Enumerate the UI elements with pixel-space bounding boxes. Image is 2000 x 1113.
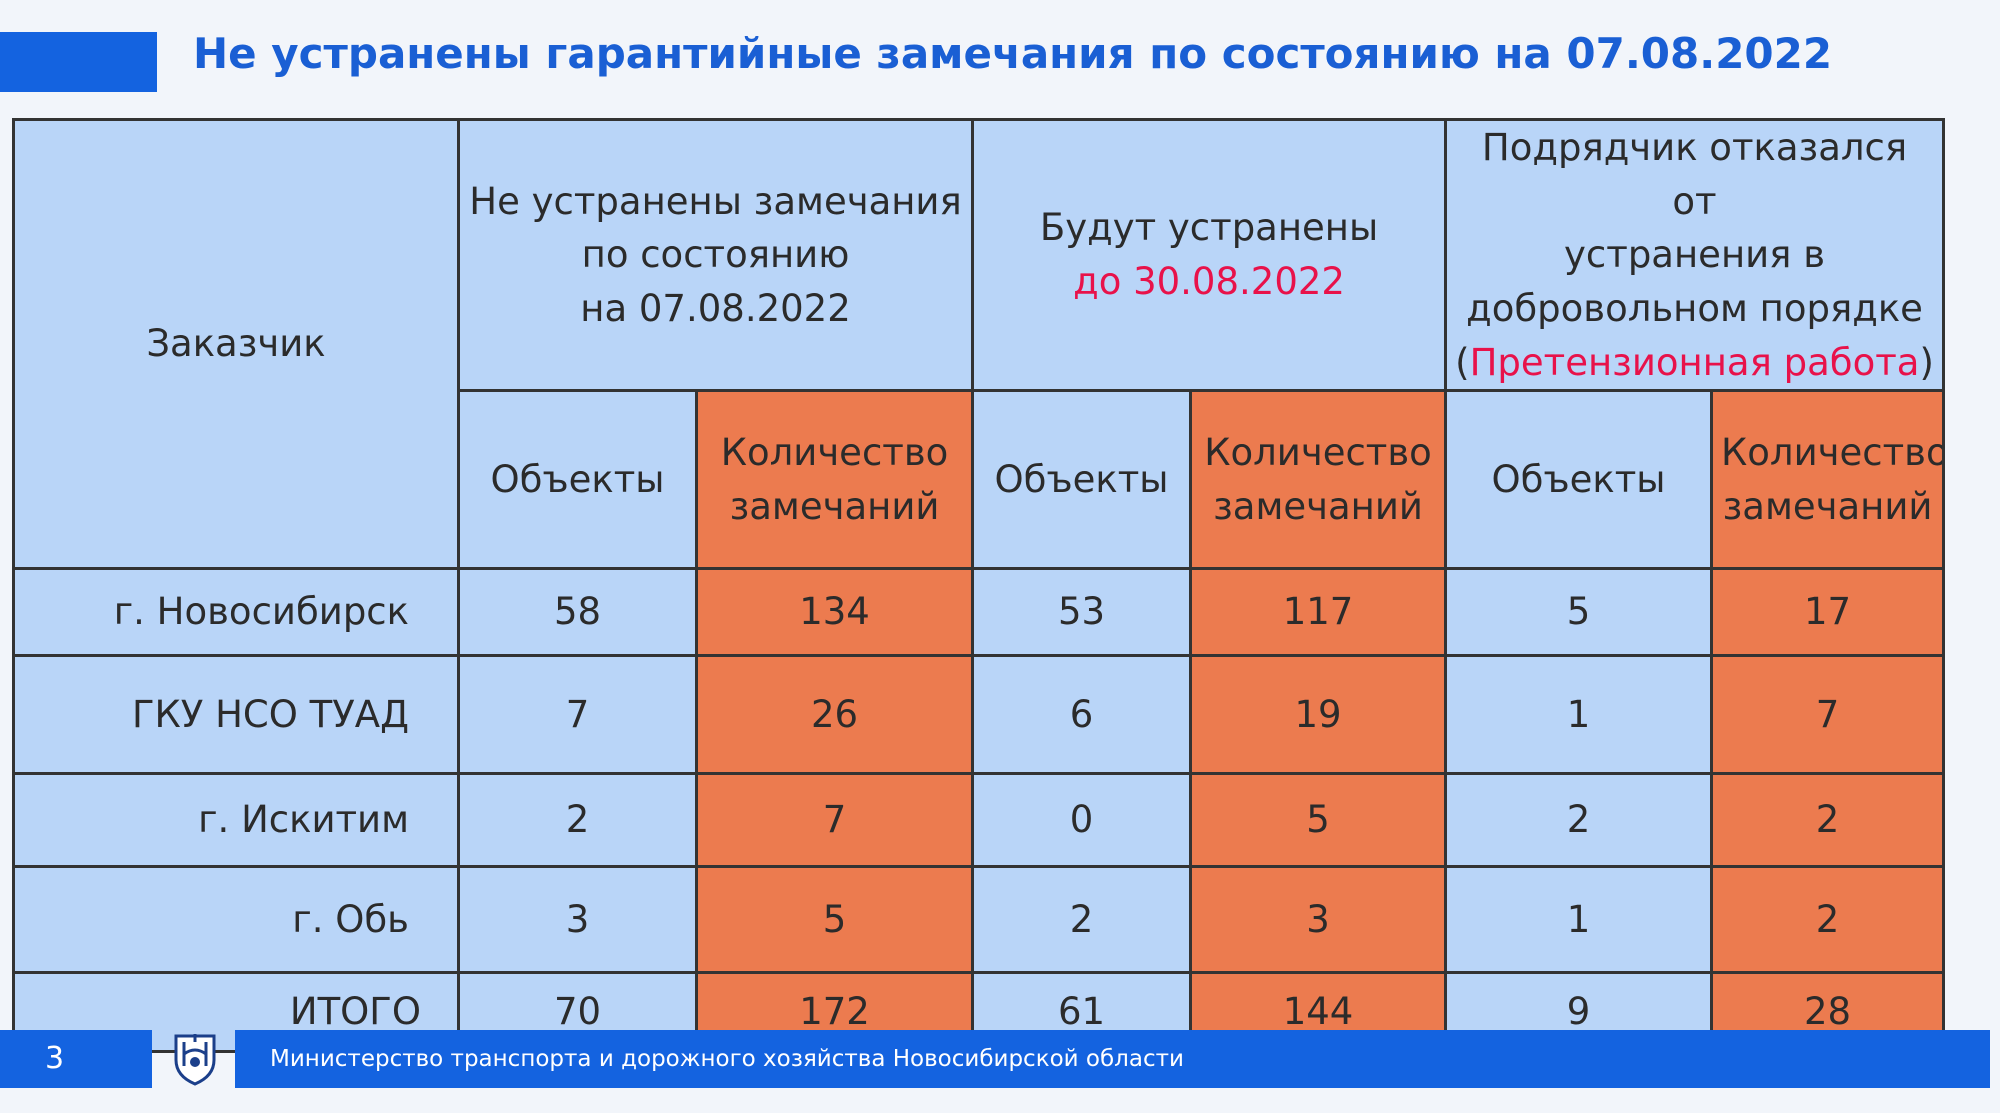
footer-bar: [235, 1030, 1990, 1088]
count-cell: 7: [694, 772, 975, 869]
objects-cell: 2: [457, 772, 698, 869]
sub-header-count-line1: Количество: [1204, 431, 1432, 475]
page-number: 3: [45, 1041, 65, 1076]
count-cell: 3: [1189, 865, 1448, 975]
table-row: г. Искитим 2 7 0 5 2 2: [12, 772, 1946, 869]
sub-header-count: Количество замечаний: [1189, 389, 1448, 571]
table-row: г. Обь 3 5 2 3 1 2: [12, 865, 1946, 975]
objects-cell: 3: [457, 865, 698, 975]
count-cell: 134: [694, 567, 975, 658]
group-header-will-be-fixed: Будут устранены до 30.08.2022: [971, 117, 1448, 393]
count-cell: 7: [1710, 654, 1946, 776]
open-paren: (: [1455, 340, 1470, 384]
objects-cell: 53: [971, 567, 1193, 658]
objects-cell: 0: [971, 772, 1193, 869]
sub-header-count: Количество замечаний: [694, 389, 975, 571]
sub-header-count-line1: Количество: [1721, 431, 1944, 475]
footer-ministry-name: Министерство транспорта и дорожного хозя…: [270, 1046, 1184, 1072]
objects-cell: 2: [1444, 772, 1714, 869]
count-cell: 117: [1189, 567, 1448, 658]
customer-cell: ГКУ НСО ТУАД: [12, 654, 460, 776]
group-header-not-fixed: Не устранены замечания по состоянию на 0…: [456, 117, 975, 393]
objects-cell: 7: [457, 654, 698, 776]
count-cell: 5: [1189, 772, 1448, 869]
sub-header-objects: Объекты: [457, 389, 698, 571]
sub-header-count-line2: замечаний: [1213, 484, 1423, 528]
group-header-will-be-fixed-deadline: до 30.08.2022: [1073, 260, 1345, 304]
group-header-refused-line3: добровольном порядке: [1466, 286, 1923, 330]
sub-header-count-line2: замечаний: [1722, 484, 1933, 528]
sub-header-count-line1: Количество: [720, 431, 949, 475]
count-cell: 5: [694, 865, 975, 975]
count-cell: 2: [1710, 772, 1946, 869]
footer-page-box: [0, 1030, 152, 1088]
table-row: г. Новосибирск 58 134 53 117 5 17: [12, 567, 1946, 658]
group-header-contractor-refused: Подрядчик отказался от устранения в добр…: [1444, 117, 1946, 393]
sub-header-objects: Объекты: [1444, 389, 1714, 571]
close-paren: ): [1919, 340, 1934, 384]
objects-cell: 1: [1444, 654, 1714, 776]
group-header-will-be-fixed-line1: Будут устранены: [1039, 206, 1379, 250]
claim-work-highlight: Претензионная работа: [1469, 340, 1920, 384]
sub-header-count-line2: замечаний: [729, 484, 940, 528]
count-cell: 17: [1710, 567, 1946, 658]
group-header-refused-line4: (Претензионная работа): [1455, 336, 1934, 388]
coat-of-arms-icon: [170, 1030, 220, 1088]
objects-cell: 5: [1444, 567, 1714, 658]
count-cell: 26: [694, 654, 975, 776]
customer-header: Заказчик: [12, 117, 460, 571]
objects-cell: 6: [971, 654, 1193, 776]
title-accent-bar: [0, 32, 157, 92]
count-cell: 2: [1710, 865, 1946, 975]
group-header-row: Заказчик Не устранены замечания по состо…: [12, 117, 1946, 571]
objects-cell: 1: [1444, 865, 1714, 975]
group-header-refused-line1: Подрядчик отказался от: [1481, 126, 1908, 223]
sub-header-count: Количество замечаний: [1710, 389, 1946, 571]
group-header-not-fixed-line1: Не устранены замечания: [469, 179, 962, 223]
customer-cell: г. Обь: [12, 865, 460, 975]
customer-cell: г. Новосибирск: [12, 567, 460, 658]
objects-cell: 2: [971, 865, 1193, 975]
sub-header-row: Объекты Количество замечаний Объекты Коли…: [14, 389, 1946, 571]
group-header-refused-line2: устранения в: [1564, 233, 1826, 277]
page-title: Не устранены гарантийные замечания по со…: [193, 29, 1833, 78]
warranty-remarks-table: Заказчик Не устранены замечания по состо…: [12, 117, 1946, 1054]
group-header-not-fixed-line3: на 07.08.2022: [580, 286, 851, 330]
count-cell: 19: [1189, 654, 1448, 776]
group-header-not-fixed-line2: по состоянию: [581, 233, 850, 277]
customer-cell: г. Искитим: [12, 772, 460, 869]
objects-cell: 58: [457, 567, 698, 658]
table-row: ГКУ НСО ТУАД 7 26 6 19 1 7: [12, 654, 1946, 776]
sub-header-objects: Объекты: [971, 389, 1193, 571]
